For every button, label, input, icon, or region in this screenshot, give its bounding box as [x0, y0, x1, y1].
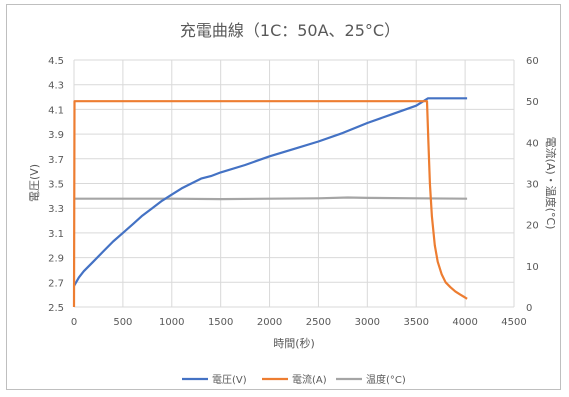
- gridlines: [73, 59, 515, 308]
- y-left-tick-label: 2.9: [48, 254, 64, 265]
- x-axis-label: 時間(秒): [273, 336, 315, 350]
- y-left-tick-label: 3.1: [48, 229, 64, 240]
- legend-label: 電流(A): [292, 373, 327, 386]
- current-series-line: [72, 100, 468, 308]
- y-left-tick-label: 2.5: [48, 303, 64, 314]
- y-right-tick-label: 50: [526, 97, 539, 108]
- legend-label: 温度(°C): [366, 373, 406, 386]
- series-lines: [72, 97, 468, 308]
- voltage-series-line: [73, 97, 468, 287]
- y-left-tick-label: 3.9: [48, 130, 64, 141]
- x-tick-label: 0: [71, 317, 77, 328]
- y-left-tick-label: 2.7: [48, 278, 64, 289]
- chart-title: 充電曲線（1C：50A、25°C）: [180, 21, 400, 40]
- y-right-tick-label: 10: [526, 262, 539, 273]
- tick-labels: 0 500 1000 1500 2000 2500 3000 3500 4000 45002.52…: [48, 56, 539, 328]
- x-tick-label: 4000: [452, 317, 477, 328]
- x-tick-label: 3500: [403, 317, 428, 328]
- y-left-tick-label: 3.3: [48, 204, 64, 215]
- legend-label: 電圧(V): [212, 374, 247, 386]
- x-tick-label: 4500: [501, 317, 526, 328]
- y-right-tick-label: 20: [526, 221, 539, 232]
- legend-current: 電流(A): [262, 373, 327, 386]
- y-right-tick-label: 60: [526, 56, 539, 67]
- y-left-tick-label: 4.1: [48, 105, 64, 116]
- y-axis-label-left: 電圧(V): [28, 164, 41, 202]
- x-tick-label: 2500: [306, 317, 331, 328]
- y-left-tick-label: 3.7: [48, 155, 64, 166]
- y-right-tick-label: 40: [526, 138, 539, 149]
- legend-voltage: 電圧(V): [182, 374, 247, 386]
- x-tick-label: 3000: [355, 317, 380, 328]
- y-left-tick-label: 3.5: [48, 180, 64, 191]
- y-left-tick-label: 4.3: [48, 81, 64, 92]
- x-tick-label: 500: [113, 317, 132, 328]
- chart-frame: [6, 4, 561, 390]
- x-tick-label: 1500: [208, 317, 233, 328]
- y-left-tick-label: 4.5: [48, 56, 64, 67]
- legend-temperature: 温度(°C): [336, 373, 406, 386]
- y-right-tick-label: 0: [526, 303, 532, 314]
- legend: 電圧(V) 電流(A) 温度(°C): [182, 373, 406, 386]
- x-tick-label: 2000: [257, 317, 282, 328]
- temperature-series-line: [74, 196, 468, 201]
- y-axis-label-right: 電流(A)・温度(°C): [544, 137, 558, 230]
- y-right-tick-label: 30: [526, 180, 539, 191]
- x-tick-label: 1000: [159, 317, 184, 328]
